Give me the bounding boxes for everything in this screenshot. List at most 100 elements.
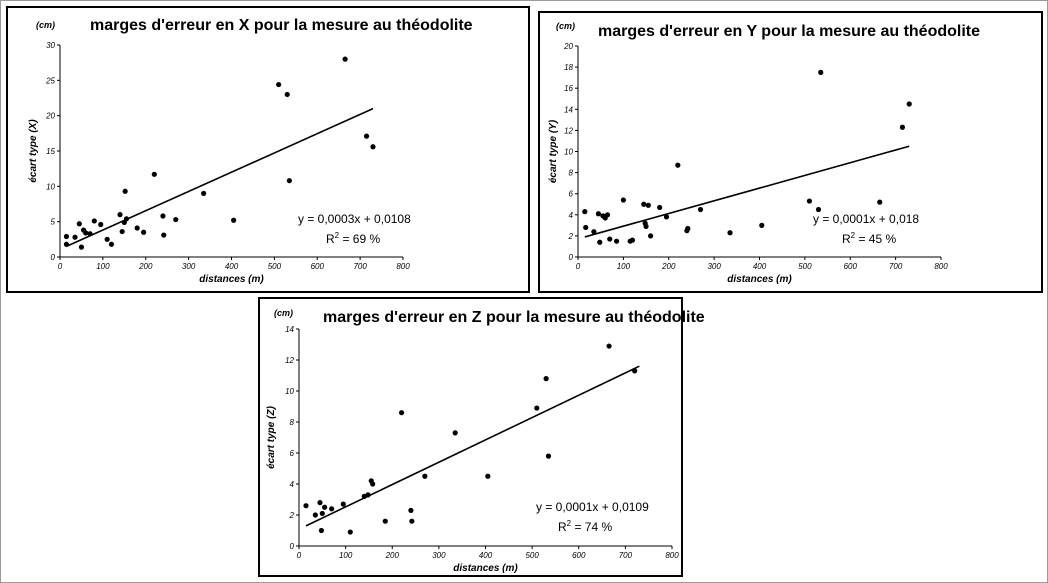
y-tick-label: 6: [569, 190, 574, 199]
r-squared-prefix: R: [326, 232, 335, 246]
x-tick-label: 700: [619, 551, 633, 560]
data-point: [276, 81, 282, 88]
data-point: [727, 230, 733, 236]
y-tick-label: 10: [285, 387, 294, 396]
data-point: [365, 492, 371, 498]
x-tick-label: 100: [339, 551, 353, 560]
data-point: [543, 376, 549, 382]
data-point: [123, 216, 130, 222]
data-point: [119, 228, 125, 235]
r-squared: R2 = 74 %: [558, 519, 612, 534]
data-point: [485, 473, 491, 479]
data-point: [663, 214, 670, 220]
data-point: [818, 69, 824, 75]
data-point: [382, 518, 388, 524]
x-tick-label: 0: [297, 551, 302, 560]
x-tick-label: 600: [844, 262, 858, 271]
y-tick-label: 8: [569, 169, 574, 178]
r-squared-prefix: R: [558, 520, 567, 534]
y-tick-label: 30: [46, 41, 55, 50]
y-tick-label: 5: [51, 218, 56, 227]
y-tick-label: 12: [285, 356, 294, 365]
data-point: [303, 503, 309, 509]
x-tick-label: 500: [798, 262, 812, 271]
data-point: [340, 501, 346, 507]
data-point: [117, 212, 123, 218]
data-point: [151, 171, 157, 177]
x-tick-label: 800: [665, 551, 679, 560]
data-point: [122, 188, 128, 194]
data-point: [83, 230, 89, 236]
chart-title: marges d'erreur en Z pour la mesure au t…: [323, 309, 705, 326]
r-squared-exponent: 2: [335, 231, 340, 240]
trend-line: [66, 107, 374, 248]
data-point: [815, 206, 822, 213]
x-tick-label: 600: [311, 262, 325, 271]
data-point: [685, 225, 691, 232]
chart-z-svg: marges d'erreur en Z pour la mesure au t…: [266, 308, 705, 574]
y-tick-label: 0: [51, 253, 56, 262]
y-tick-label: 14: [564, 105, 573, 114]
data-point: [607, 236, 613, 242]
x-tick-label: 300: [182, 262, 196, 271]
x-tick-label: 100: [96, 262, 110, 271]
regression-equation: y = 0,0003x + 0,0108: [298, 212, 411, 226]
data-point: [583, 224, 589, 231]
data-point: [284, 91, 290, 98]
x-axis-label: distances (m): [199, 274, 264, 285]
y-tick-label: 6: [290, 449, 295, 458]
r-squared-value: = 45 %: [855, 232, 896, 246]
data-point: [342, 56, 348, 62]
trend-line: [305, 365, 640, 527]
data-point: [597, 239, 603, 245]
x-axis-label: distances (m): [453, 563, 518, 574]
chart-panel-z: marges d'erreur en Z pour la mesure au t…: [258, 297, 705, 577]
y-tick-label: 12: [564, 126, 573, 135]
data-point: [641, 201, 647, 207]
y-tick-label: 2: [289, 511, 295, 520]
data-point: [606, 343, 612, 349]
chart-panel-x: marges d'erreur en X pour la mesure au t…: [6, 6, 530, 293]
data-point: [582, 209, 588, 215]
data-point: [591, 229, 597, 235]
x-tick-label: 200: [138, 262, 153, 271]
data-point: [643, 223, 649, 230]
chart-y-svg: marges d'erreur en Y pour la mesure au t…: [548, 21, 980, 285]
data-point: [319, 510, 325, 517]
data-point: [604, 212, 611, 218]
unit-label: (cm): [556, 21, 575, 31]
y-tick-label: 15: [46, 147, 55, 156]
data-point: [452, 430, 458, 436]
data-point: [675, 162, 681, 168]
data-point: [312, 512, 318, 518]
y-tick-label: 20: [563, 42, 573, 51]
x-tick-label: 400: [479, 551, 493, 560]
data-point: [63, 241, 70, 247]
data-point: [91, 218, 97, 224]
data-point: [877, 199, 883, 205]
data-point: [363, 133, 370, 139]
data-point: [98, 221, 104, 228]
data-point: [545, 453, 552, 459]
y-tick-label: 16: [564, 84, 573, 93]
r-squared: R2 = 45 %: [842, 231, 896, 246]
r-squared-exponent: 2: [851, 231, 856, 240]
y-tick-label: 25: [45, 76, 55, 85]
r-squared-exponent: 2: [567, 519, 572, 528]
y-tick-label: 4: [569, 211, 574, 220]
x-tick-label: 500: [268, 262, 282, 271]
data-point: [370, 481, 376, 487]
x-tick-label: 600: [572, 551, 586, 560]
x-tick-label: 400: [753, 262, 767, 271]
data-point: [76, 221, 82, 227]
trend-line: [584, 145, 910, 238]
data-point: [347, 529, 353, 535]
chart-panel-y: marges d'erreur en Y pour la mesure au t…: [538, 11, 1043, 293]
data-point: [173, 216, 179, 223]
data-point: [398, 410, 405, 416]
data-point: [422, 473, 428, 479]
y-axis-label: écart type (Y): [548, 119, 559, 183]
y-tick-label: 10: [46, 182, 55, 191]
data-point: [72, 234, 78, 240]
